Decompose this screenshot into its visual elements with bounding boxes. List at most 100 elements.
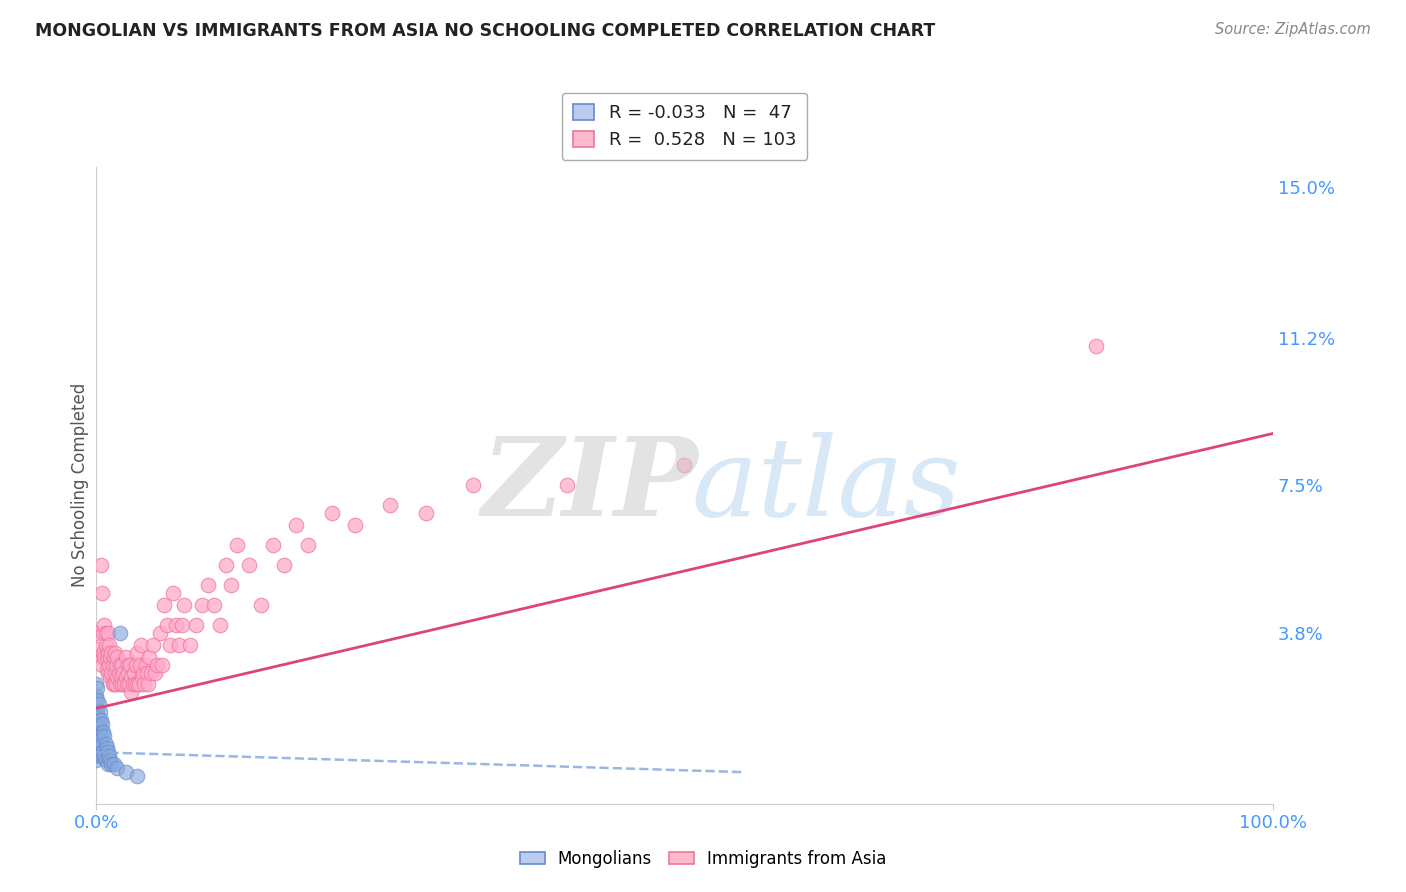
- Legend: R = -0.033   N =  47, R =  0.528   N = 103: R = -0.033 N = 47, R = 0.528 N = 103: [562, 93, 807, 160]
- Point: [89, 749, 111, 764]
- Point: [555, 478, 578, 492]
- Point: [118, 677, 141, 691]
- Point: [100, 757, 122, 772]
- Point: [101, 677, 124, 691]
- Point: [108, 657, 131, 672]
- Point: [86, 641, 108, 656]
- Point: [114, 669, 136, 683]
- Point: [105, 669, 128, 683]
- Point: [111, 657, 134, 672]
- Point: [121, 677, 143, 691]
- Point: [285, 518, 308, 533]
- Point: [114, 765, 136, 780]
- Point: [100, 665, 122, 680]
- Point: [87, 741, 110, 756]
- Point: [84, 677, 107, 691]
- Point: [103, 649, 125, 664]
- Point: [98, 649, 121, 664]
- Text: Source: ZipAtlas.com: Source: ZipAtlas.com: [1215, 22, 1371, 37]
- Point: [208, 617, 231, 632]
- Point: [111, 677, 134, 691]
- Text: MONGOLIAN VS IMMIGRANTS FROM ASIA NO SCHOOLING COMPLETED CORRELATION CHART: MONGOLIAN VS IMMIGRANTS FROM ASIA NO SCH…: [35, 22, 935, 40]
- Point: [124, 677, 146, 691]
- Point: [117, 657, 139, 672]
- Point: [112, 665, 135, 680]
- Point: [461, 478, 484, 492]
- Point: [103, 677, 125, 691]
- Point: [91, 745, 114, 759]
- Point: [105, 761, 128, 775]
- Point: [86, 729, 108, 743]
- Point: [94, 737, 117, 751]
- Point: [156, 617, 179, 632]
- Point: [91, 725, 114, 739]
- Point: [226, 538, 249, 552]
- Point: [273, 558, 295, 572]
- Point: [103, 757, 125, 772]
- Point: [120, 657, 142, 672]
- Point: [96, 661, 118, 675]
- Point: [94, 625, 117, 640]
- Point: [107, 665, 129, 680]
- Point: [112, 677, 135, 691]
- Point: [153, 598, 176, 612]
- Point: [127, 646, 149, 660]
- Point: [97, 625, 120, 640]
- Point: [84, 753, 107, 767]
- Point: [94, 753, 117, 767]
- Point: [90, 714, 112, 728]
- Point: [165, 617, 187, 632]
- Point: [96, 741, 118, 756]
- Point: [167, 638, 190, 652]
- Point: [141, 665, 163, 680]
- Point: [105, 657, 128, 672]
- Point: [108, 625, 131, 640]
- Text: ZIP: ZIP: [482, 432, 699, 539]
- Point: [97, 745, 120, 759]
- Point: [89, 706, 111, 720]
- Point: [1085, 339, 1108, 353]
- Legend: Mongolians, Immigrants from Asia: Mongolians, Immigrants from Asia: [513, 844, 893, 875]
- Point: [86, 693, 108, 707]
- Point: [221, 578, 243, 592]
- Point: [191, 598, 214, 612]
- Point: [202, 598, 225, 612]
- Point: [238, 558, 260, 572]
- Point: [415, 506, 437, 520]
- Point: [105, 677, 128, 691]
- Point: [84, 729, 107, 743]
- Point: [94, 638, 117, 652]
- Point: [135, 657, 157, 672]
- Point: [84, 625, 107, 640]
- Point: [108, 677, 131, 691]
- Point: [91, 586, 114, 600]
- Point: [186, 617, 208, 632]
- Text: atlas: atlas: [690, 432, 960, 539]
- Point: [131, 669, 153, 683]
- Point: [91, 646, 114, 660]
- Point: [93, 729, 115, 743]
- Point: [90, 745, 112, 759]
- Point: [297, 538, 319, 552]
- Point: [159, 638, 181, 652]
- Point: [170, 617, 193, 632]
- Point: [125, 657, 148, 672]
- Point: [98, 669, 121, 683]
- Point: [117, 665, 139, 680]
- Point: [197, 578, 219, 592]
- Point: [380, 498, 402, 512]
- Point: [146, 657, 169, 672]
- Point: [93, 649, 115, 664]
- Point: [89, 733, 111, 747]
- Point: [100, 646, 122, 660]
- Point: [262, 538, 284, 552]
- Point: [84, 706, 107, 720]
- Point: [673, 458, 696, 473]
- Point: [105, 649, 128, 664]
- Point: [128, 657, 150, 672]
- Point: [98, 638, 121, 652]
- Point: [91, 657, 114, 672]
- Point: [321, 506, 343, 520]
- Point: [134, 677, 156, 691]
- Point: [115, 677, 138, 691]
